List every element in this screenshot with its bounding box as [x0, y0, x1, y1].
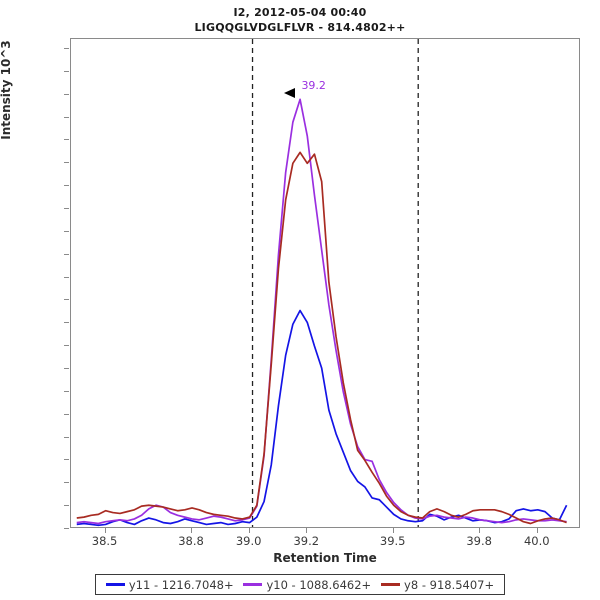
y-axis-tick-mark	[64, 322, 69, 324]
chart-series-line[interactable]	[76, 309, 568, 527]
y-axis-tick-mark	[64, 482, 69, 484]
legend-color-swatch	[381, 583, 401, 586]
x-axis-tick-label: 39.2	[293, 534, 320, 548]
legend-label: y11 - 1216.7048+	[128, 577, 234, 592]
y-axis-tick-mark	[64, 345, 69, 347]
x-axis-tick-label: 38.8	[178, 534, 204, 548]
legend-item[interactable]: y11 - 1216.7048+	[105, 577, 234, 592]
y-axis-tick-mark	[64, 390, 69, 392]
y-axis-tick-mark	[64, 253, 69, 255]
x-axis-tick-mark	[392, 528, 394, 533]
y-axis-tick-mark	[64, 185, 69, 187]
x-axis-tick-mark	[104, 528, 106, 533]
legend-label: y8 - 918.5407+	[404, 577, 495, 592]
y-axis-tick-mark	[64, 505, 69, 507]
y-axis-tick-mark	[64, 528, 69, 529]
x-axis-tick-mark	[536, 528, 538, 533]
chart-series-line[interactable]	[76, 151, 567, 525]
legend-label: y10 - 1088.6462+	[266, 577, 372, 592]
y-axis-tick-mark	[64, 48, 69, 50]
y-axis-tick-mark	[64, 299, 69, 301]
x-axis-label: Retention Time	[273, 551, 377, 565]
y-axis-tick-mark	[64, 459, 69, 461]
chart-series-line[interactable]	[76, 98, 567, 525]
x-axis-tick-mark	[191, 528, 193, 533]
plot-area[interactable]	[70, 38, 580, 528]
x-axis-tick-mark	[248, 528, 250, 533]
chart-canvas	[76, 39, 568, 527]
x-axis-tick-label: 38.5	[91, 534, 118, 548]
legend-item[interactable]: y8 - 918.5407+	[381, 578, 494, 592]
x-axis-tick-mark	[306, 528, 308, 533]
y-axis-tick-mark	[64, 413, 69, 415]
legend-item[interactable]: y10 - 1088.6462+	[243, 578, 371, 592]
x-axis-tick-label: 40.0	[523, 534, 550, 548]
legend-color-swatch	[105, 583, 125, 586]
y-axis-label: Intensity 10^3	[0, 40, 13, 140]
y-axis-tick-mark	[64, 436, 69, 438]
legend-color-swatch	[243, 583, 263, 586]
chart-subtitle: LIGQQGLVDGLFLVR - 814.4802++	[194, 21, 406, 34]
y-axis-tick-mark	[64, 93, 69, 95]
y-axis-tick-mark	[64, 230, 69, 232]
y-axis-tick-mark	[64, 276, 69, 278]
x-axis-tick-label: 39.0	[235, 534, 262, 548]
y-axis-tick-mark	[64, 139, 69, 141]
x-axis-tick-label: 39.5	[379, 534, 406, 548]
chart-legend[interactable]: y11 - 1216.7048+ y10 - 1088.6462+ y8 - 918…	[95, 574, 505, 595]
peak-apex-marker-icon	[283, 88, 295, 99]
peak-apex-annotation: 39.2	[283, 79, 326, 99]
chart-title-block: I2, 2012-05-04 00:40 LIGQQGLVDGLFLVR - 8…	[0, 5, 600, 35]
x-axis-tick-label: 39.8	[466, 534, 492, 548]
peak-apex-label: 39.2	[301, 79, 326, 93]
x-axis-tick-mark	[479, 528, 481, 533]
y-axis-tick-mark	[64, 116, 69, 118]
y-axis-tick-mark	[64, 70, 69, 72]
y-axis-tick-mark	[64, 368, 69, 370]
y-axis-tick-mark	[64, 162, 69, 164]
y-axis-tick-mark	[64, 208, 69, 210]
chart-title: I2, 2012-05-04 00:40	[233, 6, 367, 19]
